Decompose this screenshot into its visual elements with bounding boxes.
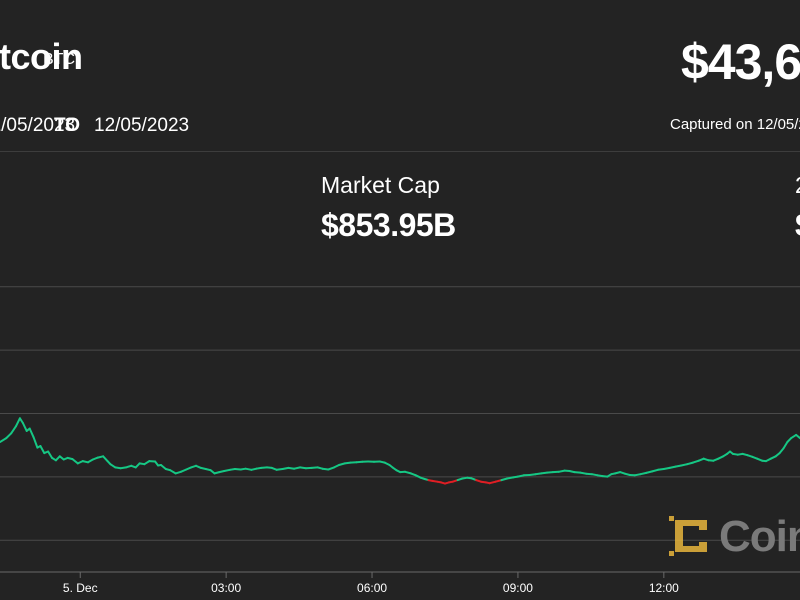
price-line-segment [680,463,689,467]
price-line-segment [39,445,46,455]
x-tick-label: 5. Dec [63,581,98,595]
coindesk-logo-icon [669,516,707,556]
asset-name: Bitcoin [0,36,83,77]
price-line-segment [5,432,13,440]
price-line-segment [338,462,346,466]
price-line-segment [102,455,109,463]
asset-ticker: BTC [43,51,75,68]
price-line-segment [488,480,497,485]
x-axis-ticks: 5. Dec 03:00 06:00 09:00 12:00 [63,572,679,595]
price-line-segment [645,470,654,474]
current-price: $43,6 [681,34,800,90]
cut-stat-label: 2 [795,172,800,199]
market-cap-value: $853.95B [321,207,456,243]
date-to: 12/05/2023 [94,115,190,136]
price-line-segment [10,425,17,435]
price-line-segment [293,466,302,470]
watermark: Coin [669,512,800,561]
price-line-segment [662,466,671,470]
price-line-segment [506,476,515,480]
date-from: 12/05/2023 [0,115,76,136]
watermark-text: Coin [719,512,800,561]
x-tick-label: 09:00 [503,581,533,595]
x-tick-label: 12:00 [649,581,679,595]
price-line-segment [28,427,35,439]
price-line-segment [404,470,412,475]
price-line-segment [782,441,789,450]
price-line-layer [0,417,800,485]
price-line-segment [71,458,79,465]
price-line-segment [651,468,659,473]
price-line-segment [21,422,28,432]
price-line-segment [500,477,509,482]
captured-date: Captured on 12/05/2023 [670,116,800,133]
cut-stat-value: $ [795,207,800,244]
price-line-segment [778,447,785,455]
market-cap-label: Market Cap [321,172,440,198]
header-divider [0,151,800,152]
price-line-segment [47,450,53,459]
x-tick-label: 03:00 [211,581,241,595]
x-tick-label: 06:00 [357,581,387,595]
date-to-label: TO [54,115,81,136]
price-line-segment [327,466,336,471]
price-line-segment [0,437,8,443]
price-line-segment [795,433,800,440]
price-line-segment [169,469,177,475]
price-line-segment [160,464,167,470]
price-line-segment [494,479,503,483]
price-line-segment [686,461,694,466]
grid-layer [0,286,800,573]
price-line-segment [516,474,525,478]
price-line-segment [692,459,700,464]
price-line-segment [15,417,21,428]
price-line-segment [32,436,39,449]
